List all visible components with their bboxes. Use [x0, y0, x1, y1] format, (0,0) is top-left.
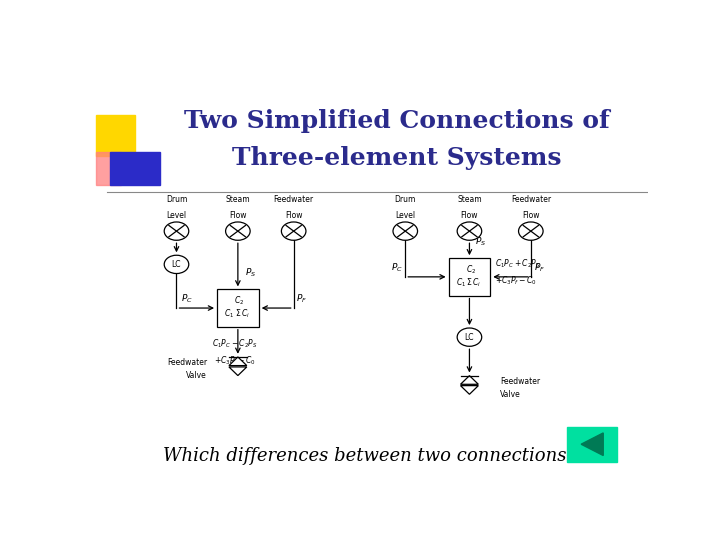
Polygon shape — [229, 367, 247, 375]
Bar — [96, 152, 121, 185]
Text: $\Sigma\,C_i$: $\Sigma\,C_i$ — [467, 276, 482, 289]
Text: Feedwater: Feedwater — [274, 195, 314, 204]
Text: Two Simplified Connections of: Two Simplified Connections of — [184, 109, 610, 133]
Bar — [96, 114, 135, 156]
Text: Flow: Flow — [522, 211, 539, 220]
Text: Steam: Steam — [457, 195, 482, 204]
Polygon shape — [229, 357, 247, 366]
Text: Feedwater: Feedwater — [167, 359, 207, 367]
Text: Flow: Flow — [285, 211, 302, 220]
Text: $P_C$: $P_C$ — [181, 293, 193, 305]
Text: $P_S$: $P_S$ — [245, 266, 256, 279]
Bar — [567, 427, 617, 462]
Text: Steam: Steam — [225, 195, 250, 204]
Circle shape — [282, 222, 306, 240]
Text: Feedwater: Feedwater — [510, 195, 551, 204]
Circle shape — [164, 222, 189, 240]
Circle shape — [393, 222, 418, 240]
Circle shape — [225, 222, 250, 240]
Text: Valve: Valve — [186, 371, 207, 380]
Text: $C_1$: $C_1$ — [225, 308, 235, 320]
Text: Feedwater: Feedwater — [500, 377, 540, 386]
Text: LC: LC — [172, 260, 181, 269]
Bar — [109, 152, 160, 185]
Circle shape — [457, 222, 482, 240]
Text: Drum: Drum — [166, 195, 187, 204]
Circle shape — [518, 222, 543, 240]
Text: Which differences between two connections ?: Which differences between two connection… — [163, 447, 582, 464]
Bar — [449, 258, 490, 295]
Text: $P_S$: $P_S$ — [475, 235, 486, 248]
Circle shape — [164, 255, 189, 274]
Text: $C_2$: $C_2$ — [235, 294, 245, 307]
Circle shape — [457, 328, 482, 346]
Text: Drum: Drum — [395, 195, 416, 204]
Text: Valve: Valve — [500, 390, 521, 399]
Polygon shape — [461, 376, 478, 384]
Text: LC: LC — [464, 333, 474, 342]
Bar — [217, 289, 258, 327]
Text: $C_1$: $C_1$ — [456, 276, 466, 289]
Text: $P_F$: $P_F$ — [297, 293, 307, 305]
Text: Flow: Flow — [229, 211, 247, 220]
Text: Level: Level — [395, 211, 415, 220]
Polygon shape — [461, 386, 478, 394]
Text: $C_2$: $C_2$ — [466, 263, 476, 275]
Text: $P_F$: $P_F$ — [534, 261, 545, 274]
Text: $\Sigma\,C_i$: $\Sigma\,C_i$ — [235, 308, 250, 320]
Text: $P_C$: $P_C$ — [391, 261, 402, 274]
Polygon shape — [581, 433, 603, 456]
Text: Three-element Systems: Three-element Systems — [232, 146, 562, 170]
Text: Level: Level — [166, 211, 186, 220]
Text: Flow: Flow — [461, 211, 478, 220]
Text: $C_1P_C+C_2P_S$
$+C_3P_f-C_0$: $C_1P_C+C_2P_S$ $+C_3P_f-C_0$ — [495, 258, 541, 287]
Text: $C_1P_C-C_2P_S$
$+C_3P_f-C_0$: $C_1P_C-C_2P_S$ $+C_3P_f-C_0$ — [212, 337, 258, 367]
